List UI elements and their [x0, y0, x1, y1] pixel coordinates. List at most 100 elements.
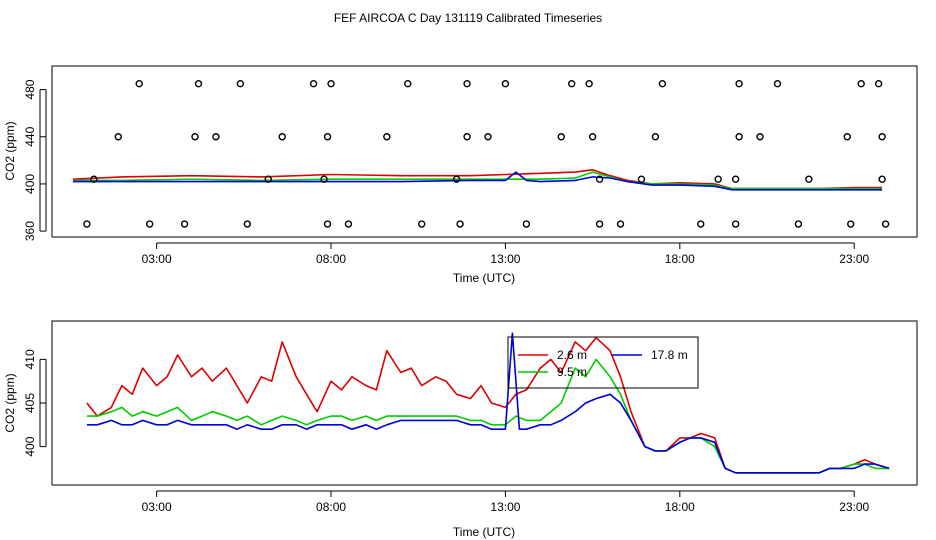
top-flag-point	[773, 79, 782, 88]
top-x-axis: 03:00 08:00 13:00 18:00 23:00	[142, 242, 870, 266]
top-flag-point	[501, 79, 510, 88]
top-flag-point	[756, 133, 764, 141]
top-series-group	[72, 79, 890, 228]
top-flag-point	[323, 220, 332, 228]
bottom-plot-frame	[51, 320, 918, 486]
top-flag-point	[878, 175, 886, 183]
top-flag-point	[843, 133, 851, 141]
top-flag-point	[212, 133, 220, 141]
top-flag-point	[588, 133, 597, 141]
top-flag-point	[637, 175, 646, 183]
top-flag-point	[90, 175, 98, 183]
top-series-9-5m	[72, 171, 883, 190]
top-flag-point	[794, 220, 803, 228]
legend: 2.6 m 9.5 m 17.8 m	[507, 336, 699, 389]
top-y-tick-label-480: 480	[23, 79, 37, 99]
top-y-tick-label-440: 440	[23, 126, 37, 146]
top-flag-point	[805, 175, 813, 183]
top-flag-point	[567, 79, 576, 88]
bot-y-tick-label-400: 400	[23, 436, 37, 456]
top-flag-point	[585, 79, 593, 88]
top-flags-405	[90, 175, 886, 183]
top-flag-point	[651, 133, 660, 141]
bot-y-tick-label-405: 405	[23, 393, 37, 413]
top-series-17-8m	[72, 171, 883, 191]
top-flag-point	[278, 133, 286, 141]
top-flag-point	[344, 220, 353, 228]
chart-title: FEF AIRCOA C Day 131119 Calibrated Times…	[334, 11, 602, 25]
top-x-axis-label: Time (UTC)	[453, 271, 515, 285]
top-flag-point	[236, 79, 245, 88]
legend-label-9-5m: 9.5 m	[557, 365, 587, 379]
bot-y-tick-label-410: 410	[23, 349, 37, 369]
top-flag-point	[735, 133, 743, 141]
bot-x-tick-label-18: 18:00	[665, 500, 695, 514]
top-flag-point	[320, 175, 328, 183]
bottom-panel: 400 405 410 03:00 08:00 13:00 18:00 23:00 Time…	[3, 320, 918, 539]
top-flag-point	[323, 133, 332, 141]
top-flag-point	[135, 79, 143, 88]
top-y-tick-label-400: 400	[23, 174, 37, 194]
top-flag-point	[522, 220, 531, 228]
top-flag-point	[327, 79, 335, 88]
top-flag-point	[714, 175, 722, 183]
top-flag-point	[456, 220, 464, 228]
top-x-tick-label-13: 13:00	[490, 252, 520, 266]
bot-x-tick-label-8: 08:00	[316, 500, 346, 514]
top-flag-point	[735, 79, 743, 88]
legend-label-17-8m: 17.8 m	[651, 348, 688, 362]
top-flag-point	[731, 220, 740, 228]
top-y-axis-label: CO2 (ppm)	[3, 121, 17, 180]
bot-x-tick-label-23: 23:00	[839, 500, 869, 514]
bottom-y-axis-label: CO2 (ppm)	[3, 373, 17, 432]
top-flag-point	[595, 175, 604, 183]
top-flags-480	[135, 79, 883, 88]
top-flag-point	[847, 220, 855, 228]
top-x-tick-label-8: 08:00	[316, 252, 346, 266]
top-flag-point	[463, 133, 471, 141]
bottom-x-axis: 03:00 08:00 13:00 18:00 23:00	[142, 490, 870, 514]
top-x-tick-label-3: 03:00	[142, 252, 172, 266]
bottom-y-axis: 400 405 410	[23, 349, 47, 457]
bot-series-17-8m	[86, 332, 890, 474]
top-flag-point	[404, 79, 412, 88]
top-flag-point	[180, 220, 189, 228]
top-flag-point	[557, 133, 565, 141]
top-y-tick-marks: 360 400 440 480	[23, 79, 46, 241]
top-x-tick-label-23: 23:00	[839, 252, 869, 266]
top-flag-point	[658, 79, 667, 88]
top-flag-point	[616, 220, 625, 228]
bot-series-9-5m	[86, 358, 890, 474]
top-flag-point	[309, 79, 318, 88]
top-flag-point	[264, 175, 272, 183]
top-y-axis: 360 400 440 480	[23, 79, 47, 241]
top-flag-point	[857, 79, 865, 88]
top-flag-point	[114, 133, 122, 141]
top-flags-366	[83, 220, 890, 228]
top-flag-point	[484, 133, 492, 141]
bot-series-2-6m	[86, 336, 890, 474]
legend-box	[507, 336, 699, 389]
bottom-series-group	[86, 332, 890, 474]
top-flag-point	[874, 79, 883, 88]
top-flag-point	[418, 220, 426, 228]
top-flag-point	[243, 220, 252, 228]
bottom-x-axis-label: Time (UTC)	[453, 525, 515, 539]
bot-x-tick-label-3: 03:00	[142, 500, 172, 514]
top-flag-point	[463, 79, 471, 88]
top-flag-point	[145, 220, 154, 228]
bot-x-tick-label-13: 13:00	[490, 500, 520, 514]
top-flag-point	[878, 133, 886, 141]
top-flag-point	[697, 220, 705, 228]
legend-label-2-6m: 2.6 m	[557, 348, 587, 362]
top-flags-440	[114, 133, 886, 141]
top-y-tick-label-360: 360	[23, 221, 37, 241]
top-flag-point	[194, 79, 203, 88]
top-flag-point	[881, 220, 890, 228]
top-x-tick-label-18: 18:00	[665, 252, 695, 266]
top-panel: 360 400 440 480 03:00 08:00 13:00 18:00 23:00 T…	[3, 65, 918, 285]
top-flag-point	[383, 133, 391, 141]
top-flag-point	[731, 175, 740, 183]
top-plot-frame	[51, 65, 918, 238]
